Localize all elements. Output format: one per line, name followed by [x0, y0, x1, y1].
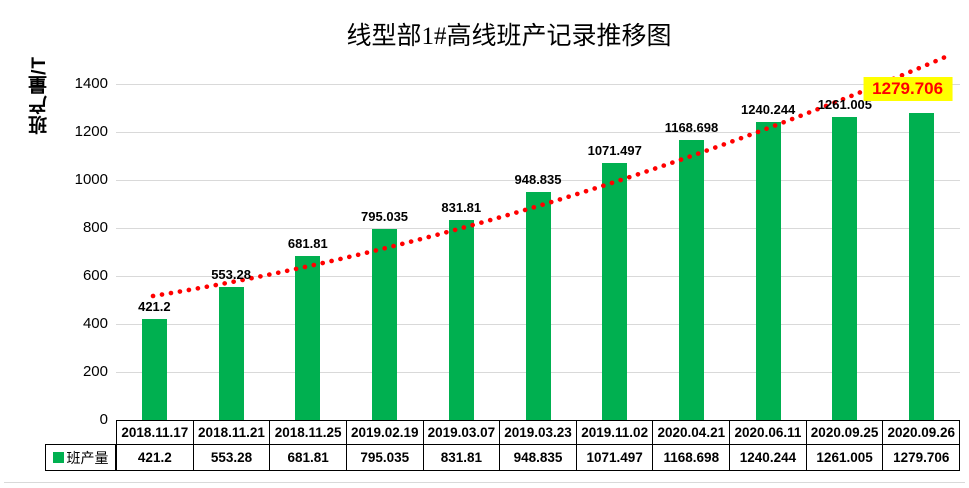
bar	[525, 192, 551, 420]
plot-area	[116, 84, 960, 420]
bar-value-label: 553.28	[211, 267, 251, 283]
bar	[448, 220, 474, 420]
date-cell: 2018.11.17	[117, 421, 193, 445]
bar-value-label-highlighted: 1279.706	[863, 76, 953, 101]
bar-value-label: 1168.698	[664, 119, 719, 135]
date-cell: 2020.09.26	[882, 421, 960, 445]
value-cell: 1240.244	[729, 445, 806, 470]
date-cell: 2019.03.07	[422, 421, 500, 445]
date-cell: 2020.06.11	[729, 421, 806, 445]
bar-value-label: 421.2	[138, 298, 171, 314]
bar-value-label: 795.035	[361, 209, 409, 225]
x-axis-table: 2018.11.17 2018.11.21 2018.11.25 2019.02.19…	[116, 420, 960, 471]
y-tick-label: 1200	[74, 123, 108, 140]
value-cell: 1071.497	[575, 445, 653, 470]
chart-bottom-border	[4, 482, 965, 483]
value-cell: 795.035	[345, 445, 423, 470]
bar	[218, 287, 244, 420]
value-cell: 553.28	[192, 445, 270, 470]
date-cell: 2019.11.02	[575, 421, 653, 445]
y-tick-label: 800	[82, 219, 108, 236]
bar-value-label: 681.81	[287, 236, 328, 252]
chart-title: 线型部1#高线班产记录推移图	[346, 23, 672, 50]
bar	[602, 162, 628, 420]
date-cell: 2019.03.23	[499, 421, 576, 445]
bar-value-label: 1071.497	[587, 142, 642, 158]
date-cell: 2018.11.21	[192, 421, 270, 445]
value-cell: 1279.706	[882, 445, 959, 470]
value-cell: 1168.698	[652, 445, 729, 470]
bar	[755, 122, 781, 420]
bar	[832, 117, 858, 420]
legend-label: 班产量	[66, 449, 109, 466]
y-tick-label: 600	[82, 267, 108, 284]
value-cell: 421.2	[137, 450, 172, 465]
y-tick-label: 200	[82, 363, 108, 380]
bar-value-label: 1240.244	[741, 102, 796, 118]
y-tick-label: 400	[82, 315, 108, 332]
y-tick-label: 1000	[74, 171, 108, 188]
value-row: 421.2 553.28 681.81 795.035 831.81 948.835 107…	[117, 445, 959, 470]
date-row: 2018.11.17 2018.11.21 2018.11.25 2019.02.19…	[117, 421, 960, 445]
date-cell: 2019.02.19	[345, 421, 423, 445]
value-cell: 1261.005	[805, 445, 883, 470]
y-axis-title: 班产量/T	[29, 56, 50, 135]
date-cell: 2018.11.25	[269, 421, 346, 445]
legend-color-swatch-icon	[52, 452, 64, 463]
value-cell: 948.835	[499, 445, 576, 470]
bar	[678, 139, 704, 420]
bar	[295, 256, 321, 420]
value-cell: 681.81	[269, 445, 346, 470]
bar	[909, 112, 935, 420]
bar-value-label: 948.835	[514, 172, 562, 188]
date-cell: 2020.04.21	[652, 421, 730, 445]
value-cell: 831.81	[422, 445, 500, 470]
gridline	[116, 84, 960, 85]
bar-value-label: 831.81	[441, 200, 482, 216]
y-tick-label: 1400	[74, 75, 108, 92]
legend-cell: 班产量	[45, 444, 116, 471]
bar	[141, 318, 167, 420]
y-tick-label: 0	[99, 411, 108, 428]
date-cell: 2020.09.25	[805, 421, 883, 445]
bar	[372, 229, 398, 420]
